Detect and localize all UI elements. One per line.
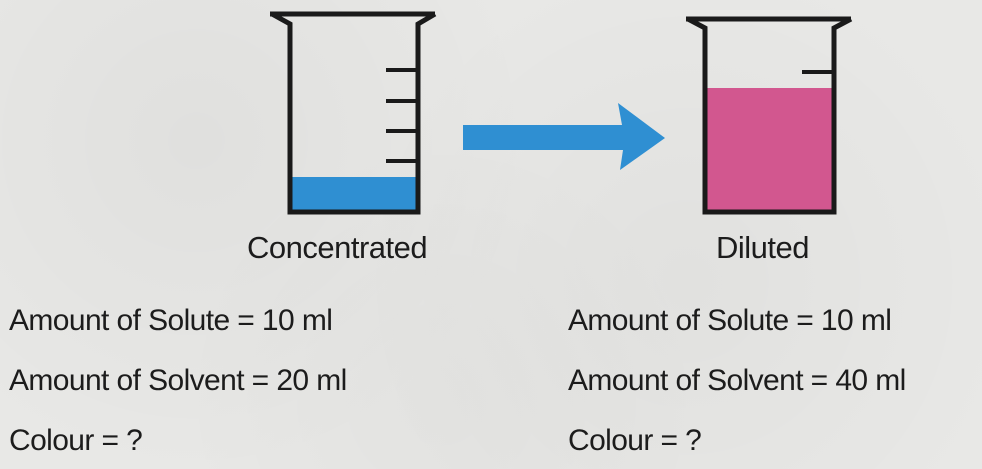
concentrated-measurement-marks [386,68,418,163]
right-arrow [463,103,665,170]
diluted-beaker [686,16,853,215]
diluted-solvent-amount: Amount of Solvent = 40 ml [568,364,906,397]
diluted-colour: Colour = ? [568,424,702,457]
diluted-solute-amount: Amount of Solute = 10 ml [568,304,892,337]
concentrated-beaker [270,11,437,215]
concentrated-solute-amount: Amount of Solute = 10 ml [9,304,333,337]
diluted-liquid [705,88,834,212]
concentrated-beaker-outline [270,11,437,215]
concentrated-liquid [289,177,418,210]
diluted-caption: Diluted [716,230,810,265]
concentrated-caption: Concentrated [247,230,428,265]
concentrated-colour: Colour = ? [9,424,143,457]
diluted-beaker-outline [686,16,853,215]
concentrated-solvent-amount: Amount of Solvent = 20 ml [9,364,347,397]
